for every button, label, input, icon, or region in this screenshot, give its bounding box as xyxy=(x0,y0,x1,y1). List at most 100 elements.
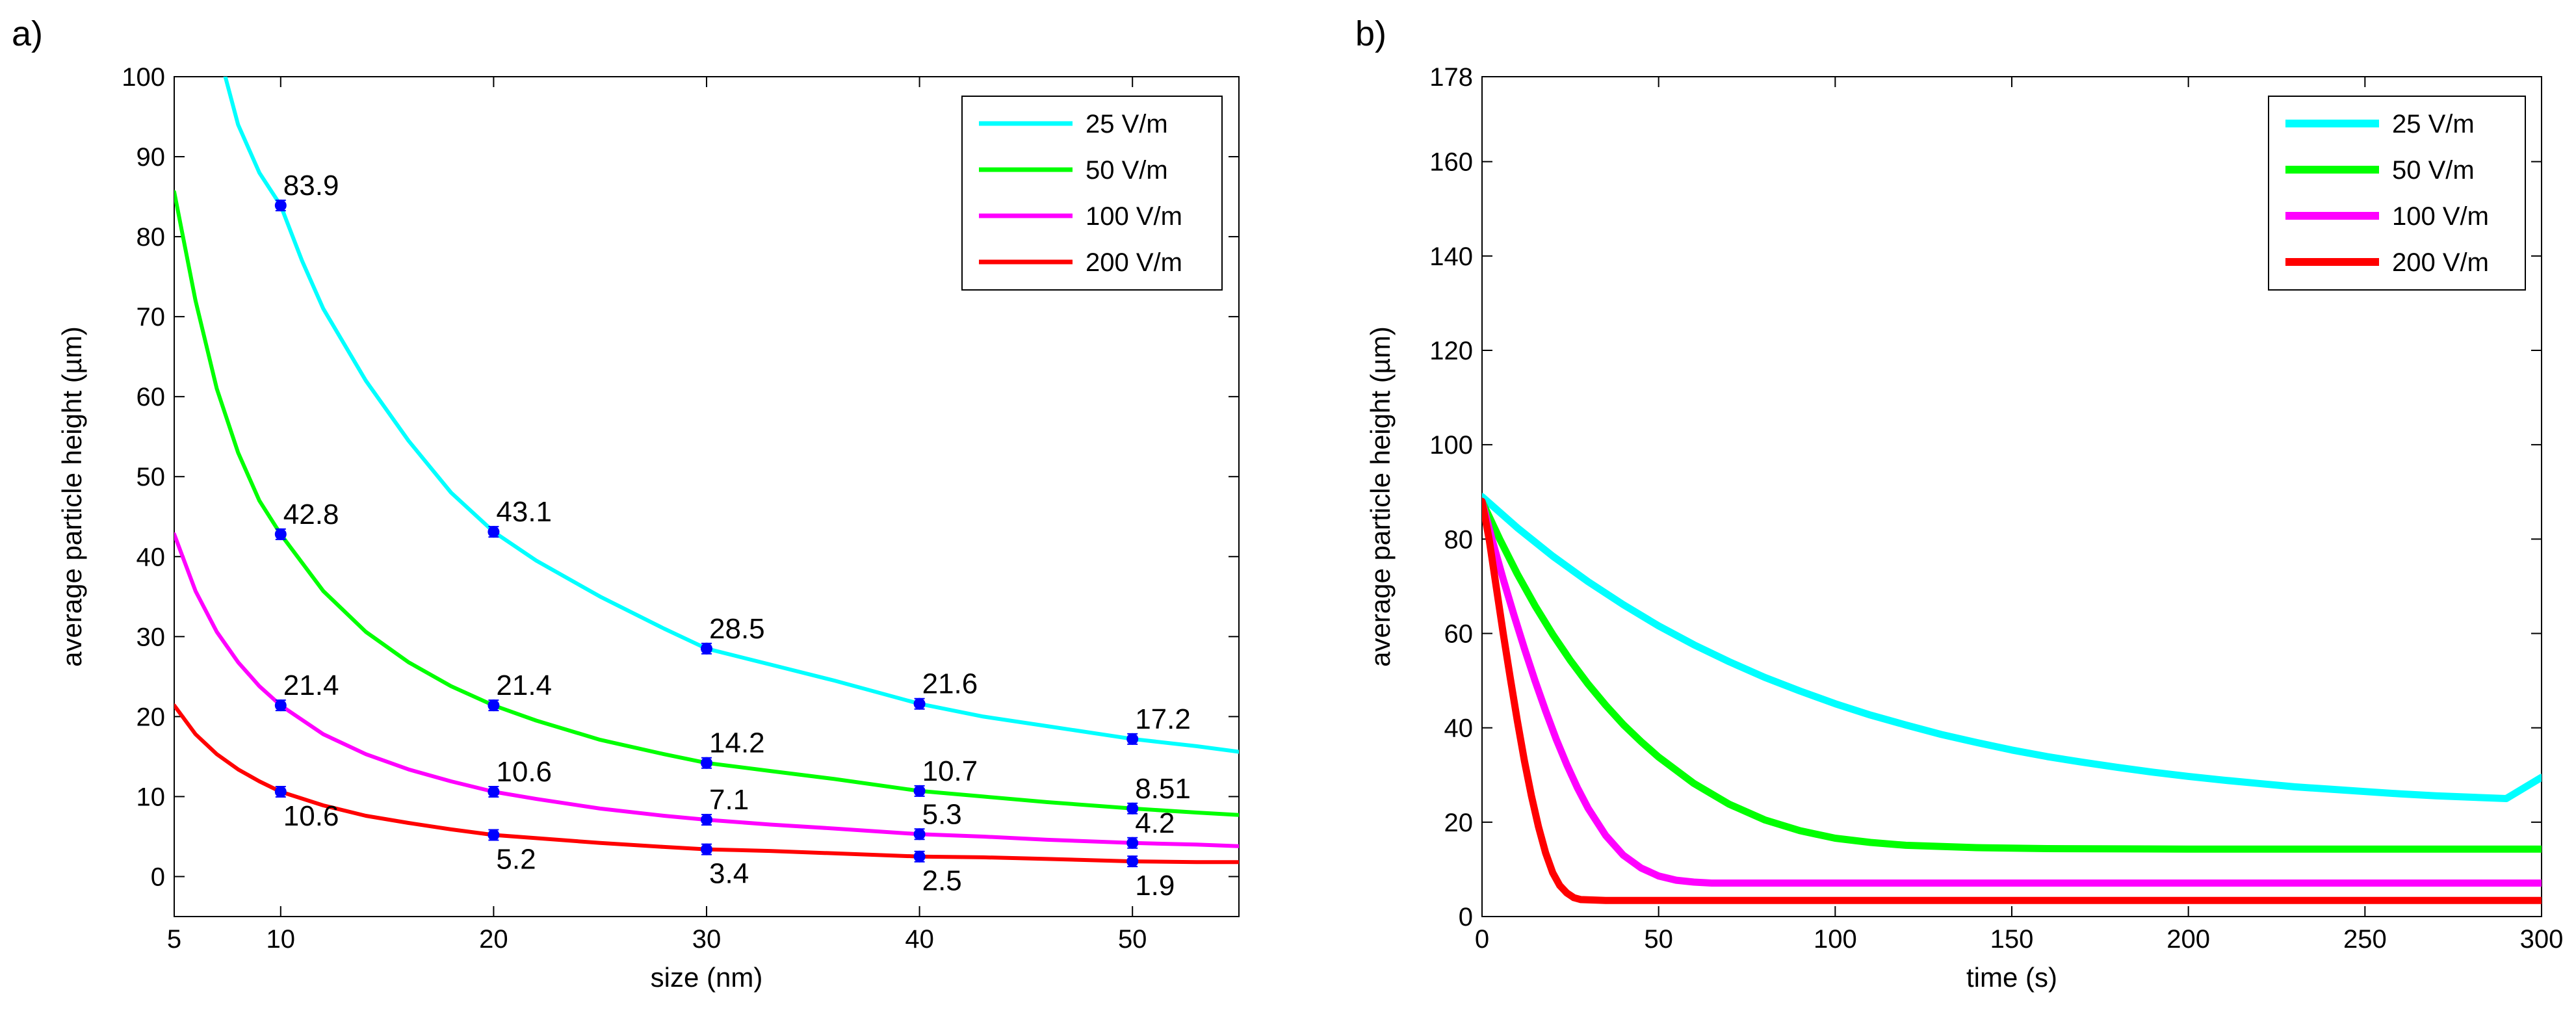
data-marker xyxy=(913,697,926,710)
y-tick-label: 100 xyxy=(122,63,165,92)
x-axis-label: time (s) xyxy=(1966,962,2057,993)
x-tick-label: 40 xyxy=(905,925,934,954)
x-tick-label: 250 xyxy=(2343,925,2387,954)
x-tick-label: 50 xyxy=(1118,925,1147,954)
legend-entry-2: 100 V/m xyxy=(1086,202,1182,231)
data-marker xyxy=(488,829,500,841)
series-line-3 xyxy=(174,703,1239,865)
data-label: 7.1 xyxy=(709,784,749,816)
legend-entry-1: 50 V/m xyxy=(2392,156,2475,185)
legend-box xyxy=(961,96,1223,291)
data-marker xyxy=(913,785,926,797)
y-tick-label: 20 xyxy=(1444,809,1474,837)
y-tick-label: 60 xyxy=(137,383,166,411)
x-tick-label: 50 xyxy=(1644,925,1673,954)
data-marker xyxy=(913,828,926,840)
panel-label: a) xyxy=(12,14,43,53)
y-tick-label: 70 xyxy=(137,303,166,332)
y-axis-label: average particle height (µm) xyxy=(1365,326,1396,667)
x-axis-label: size (nm) xyxy=(651,962,763,993)
data-label: 17.2 xyxy=(1135,703,1191,735)
series-line-1 xyxy=(1482,497,2542,853)
data-label: 14.2 xyxy=(709,727,765,759)
data-label: 10.7 xyxy=(922,755,978,787)
series-line-1 xyxy=(174,190,1239,817)
y-tick-label: 40 xyxy=(1444,714,1474,743)
data-marker xyxy=(1126,855,1139,868)
y-tick-label: 0 xyxy=(1459,903,1473,931)
data-marker xyxy=(1126,733,1139,745)
y-tick-label: 40 xyxy=(137,543,166,571)
data-label: 21.6 xyxy=(922,668,978,700)
y-axis-label: average particle height (µm) xyxy=(57,326,87,667)
y-tick-label: 140 xyxy=(1429,242,1473,271)
data-marker xyxy=(488,699,500,712)
legend-box xyxy=(2268,96,2526,291)
data-label: 21.4 xyxy=(496,670,552,701)
data-marker xyxy=(701,642,712,655)
x-tick-label: 300 xyxy=(2520,925,2564,954)
x-tick-label: 150 xyxy=(1990,925,2034,954)
data-marker xyxy=(701,843,712,855)
data-label: 10.6 xyxy=(496,756,552,788)
legend-entry-3: 200 V/m xyxy=(1086,248,1182,277)
y-tick-label: 60 xyxy=(1444,619,1474,648)
data-marker xyxy=(274,528,287,540)
data-marker xyxy=(274,200,287,212)
series-line-0 xyxy=(223,77,1239,754)
data-label: 42.8 xyxy=(283,499,339,530)
y-tick-label: 100 xyxy=(1429,431,1473,460)
data-marker xyxy=(488,526,500,538)
data-marker xyxy=(1126,802,1139,814)
x-tick-label: 200 xyxy=(2166,925,2210,954)
data-label: 21.4 xyxy=(283,670,339,701)
data-marker xyxy=(274,786,287,798)
data-label: 4.2 xyxy=(1135,807,1175,839)
data-label: 28.5 xyxy=(709,613,765,645)
y-tick-label: 178 xyxy=(1429,63,1473,92)
y-tick-label: 0 xyxy=(151,863,165,891)
legend-entry-2: 100 V/m xyxy=(2392,202,2489,231)
data-label: 10.6 xyxy=(283,800,339,832)
y-tick-label: 120 xyxy=(1429,337,1473,365)
y-tick-label: 30 xyxy=(137,623,166,651)
data-label: 1.9 xyxy=(1135,870,1175,902)
data-marker xyxy=(913,850,926,863)
series-line-0 xyxy=(1482,493,2542,802)
data-label: 5.2 xyxy=(496,843,536,875)
panel-label: b) xyxy=(1355,14,1386,53)
data-label: 2.5 xyxy=(922,865,962,897)
data-label: 83.9 xyxy=(283,170,339,202)
y-tick-label: 10 xyxy=(137,783,166,811)
x-tick-label: 30 xyxy=(692,925,722,954)
y-tick-label: 80 xyxy=(137,223,166,252)
legend-entry-0: 25 V/m xyxy=(2392,110,2475,138)
chart-b: b) 0 50 100 150 200 250 300 0 20 40 60 80 100 120 140 16… xyxy=(1355,14,2563,993)
x-tick-label: 10 xyxy=(267,925,296,954)
data-marker xyxy=(488,786,500,798)
data-marker xyxy=(274,699,287,712)
y-tick-label: 80 xyxy=(1444,525,1474,554)
y-tick-label: 90 xyxy=(137,143,166,172)
data-label: 43.1 xyxy=(496,496,552,528)
data-marker xyxy=(701,757,712,769)
data-marker xyxy=(701,814,712,826)
series-group xyxy=(1482,493,2542,904)
data-label: 8.51 xyxy=(1135,773,1191,805)
series-line-2 xyxy=(174,532,1239,848)
y-tick-label: 50 xyxy=(137,463,166,491)
series-line-3 xyxy=(1482,497,2542,904)
x-tick-label: 5 xyxy=(167,925,181,954)
y-tick-label: 20 xyxy=(137,703,166,731)
legend-entry-3: 200 V/m xyxy=(2392,248,2489,277)
x-tick-label: 100 xyxy=(1814,925,1857,954)
data-marker xyxy=(1126,837,1139,849)
series-line-2 xyxy=(1482,497,2542,887)
series-group xyxy=(174,77,1239,865)
x-tick-label: 0 xyxy=(1475,925,1489,954)
y-tick-label: 160 xyxy=(1429,148,1473,177)
data-label: 3.4 xyxy=(709,858,749,890)
chart-a: a) 5 10 20 30 40 50 0 10 20 30 40 50 60 70 80 90 100 size … xyxy=(12,14,1240,993)
data-label: 5.3 xyxy=(922,798,962,830)
